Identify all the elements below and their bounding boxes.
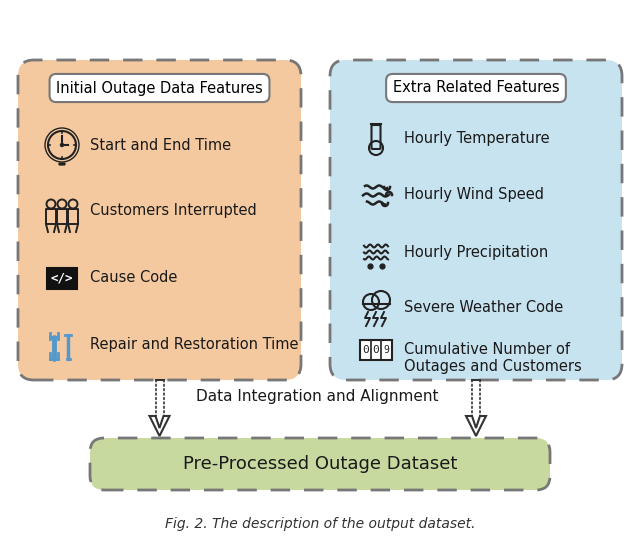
Text: Pre-Processed Outage Dataset: Pre-Processed Outage Dataset [183, 455, 457, 473]
FancyBboxPatch shape [18, 60, 301, 380]
Text: 0: 0 [362, 345, 369, 355]
Circle shape [61, 163, 63, 165]
Text: Hourly Wind Speed: Hourly Wind Speed [404, 188, 544, 202]
Circle shape [63, 163, 65, 165]
Bar [360, 340, 392, 360]
Text: Data Integration and Alignment: Data Integration and Alignment [196, 388, 439, 404]
Text: </>: </> [51, 272, 73, 285]
FancyBboxPatch shape [330, 60, 622, 380]
FancyBboxPatch shape [90, 438, 550, 490]
Circle shape [61, 144, 63, 146]
Text: 0: 0 [372, 345, 380, 355]
Text: 9: 9 [384, 345, 390, 355]
Text: Initial Outage Data Features: Initial Outage Data Features [56, 81, 263, 96]
Text: Cause Code: Cause Code [90, 271, 177, 286]
Text: Hourly Precipitation: Hourly Precipitation [404, 244, 548, 259]
Text: Cumulative Number of
Outages and Customers: Cumulative Number of Outages and Custome… [404, 342, 582, 374]
Circle shape [59, 163, 61, 165]
Text: Customers Interrupted: Customers Interrupted [90, 202, 257, 217]
Bar [47, 267, 77, 288]
Text: Start and End Time: Start and End Time [90, 138, 231, 152]
Text: Fig. 2. The description of the output dataset.: Fig. 2. The description of the output da… [164, 517, 476, 531]
Text: Severe Weather Code: Severe Weather Code [404, 301, 563, 315]
Text: Repair and Restoration Time: Repair and Restoration Time [90, 337, 298, 352]
Text: Extra Related Features: Extra Related Features [393, 81, 559, 96]
Text: Hourly Temperature: Hourly Temperature [404, 131, 550, 145]
Polygon shape [150, 416, 170, 436]
Polygon shape [466, 416, 486, 436]
